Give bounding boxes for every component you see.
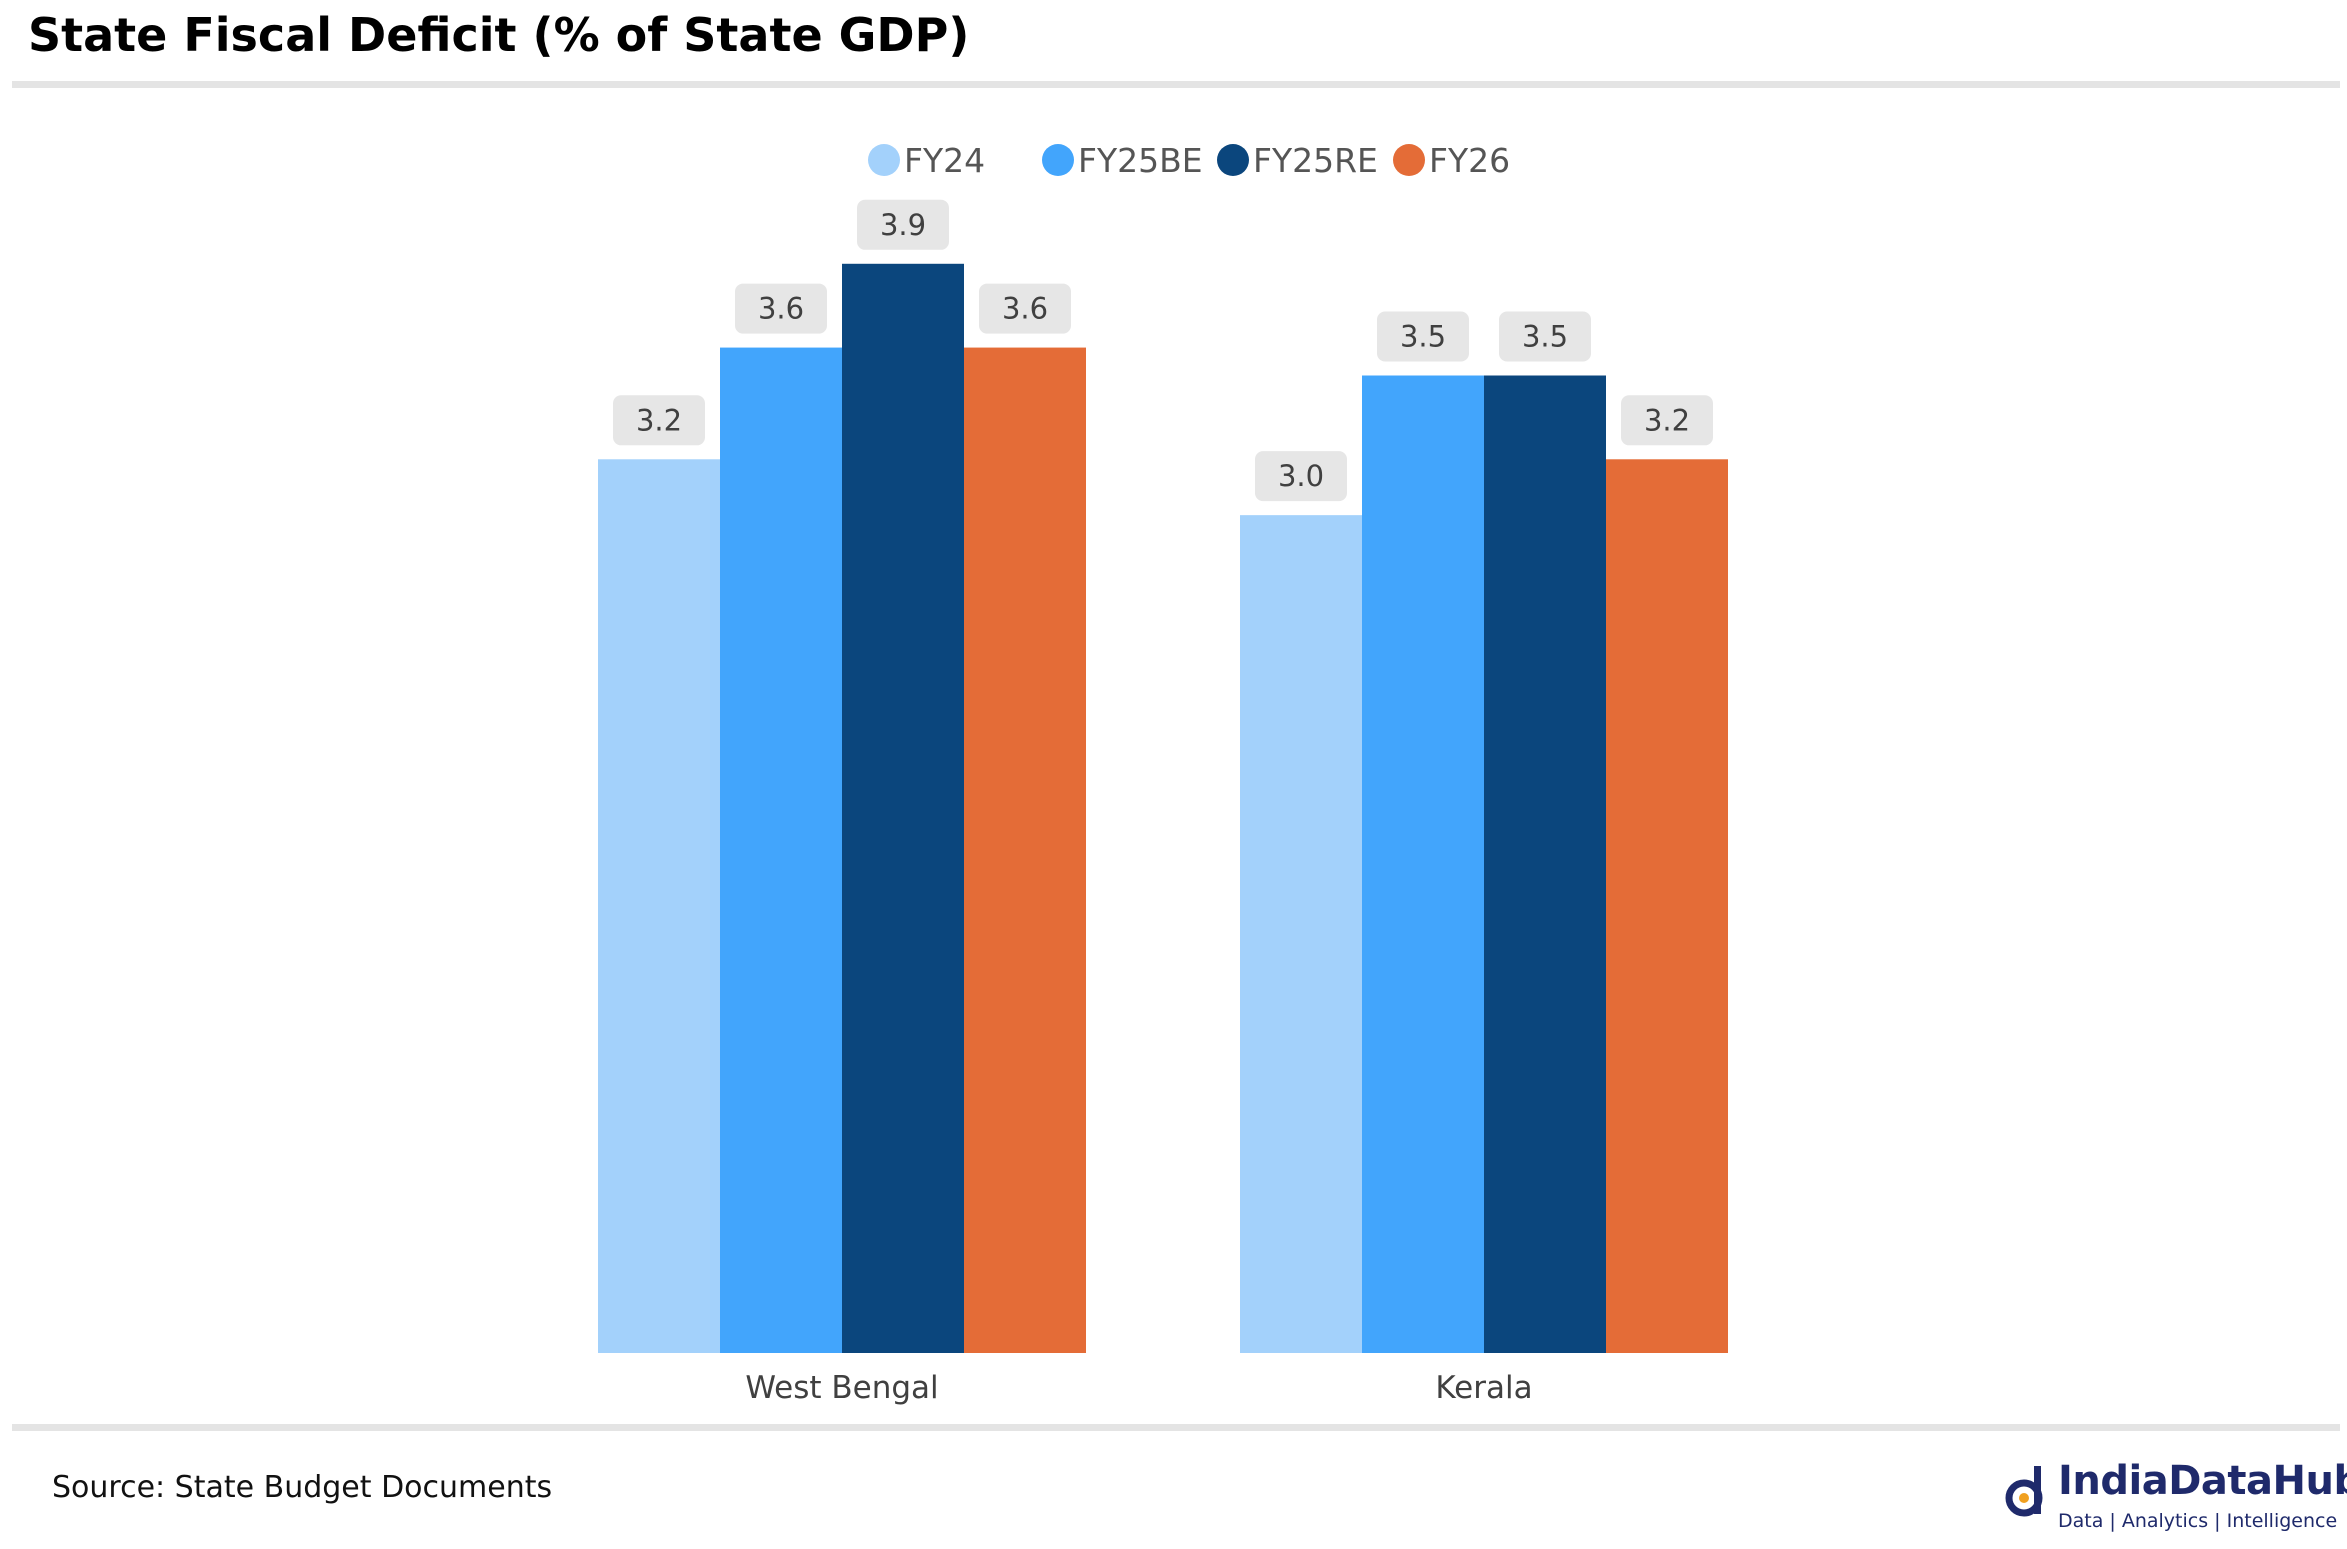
bar-west-bengal-fy24 <box>598 459 720 1353</box>
legend-label: FY24 <box>904 141 985 180</box>
source-note: Source: State Budget Documents <box>52 1470 553 1505</box>
legend-label: FY25RE <box>1253 141 1378 180</box>
bar-kerala-fy24 <box>1240 515 1362 1353</box>
data-label-west-bengal-fy24: 3.2 <box>613 395 705 446</box>
legend-swatch <box>1393 144 1425 176</box>
legend: FY24 FY25BE FY25RE FY26 <box>868 141 1510 180</box>
bars <box>598 263 1728 1354</box>
bar-west-bengal-fy26 <box>964 347 1086 1354</box>
legend-item-fy26: FY26 <box>1393 141 1510 180</box>
svg-text:3.6: 3.6 <box>758 292 804 326</box>
data-label-west-bengal-fy25re: 3.9 <box>857 199 949 250</box>
legend-label: FY25BE <box>1078 141 1203 180</box>
legend-swatch <box>1217 144 1249 176</box>
x-axis-ticks: West Bengal Kerala <box>745 1370 1532 1406</box>
legend-swatch <box>868 144 900 176</box>
data-label-west-bengal-fy25be: 3.6 <box>735 283 827 334</box>
data-label-kerala-fy25re: 3.5 <box>1499 311 1591 362</box>
data-label-kerala-fy24: 3.0 <box>1255 451 1347 502</box>
data-labels: 3.2 3.6 3.9 3.6 3.0 3.5 3.5 3.2 <box>613 199 1713 502</box>
svg-text:3.6: 3.6 <box>1002 292 1048 326</box>
x-tick-kerala: Kerala <box>1435 1370 1532 1406</box>
top-divider <box>12 81 2340 88</box>
legend-item-fy25be: FY25BE <box>1042 141 1203 180</box>
bar-kerala-fy25be <box>1362 375 1484 1353</box>
bar-kerala-fy26 <box>1606 459 1728 1353</box>
legend-label: FY26 <box>1429 141 1510 180</box>
brand-name: IndiaDataHub <box>2058 1458 2347 1504</box>
svg-text:3.2: 3.2 <box>636 403 682 437</box>
bar-west-bengal-fy25re <box>842 263 964 1354</box>
chart-title: State Fiscal Deficit (% of State GDP) <box>28 8 970 62</box>
svg-text:3.2: 3.2 <box>1644 403 1690 437</box>
svg-text:3.9: 3.9 <box>880 208 926 242</box>
brand-tagline: Data | Analytics | Intelligence <box>2058 1510 2338 1532</box>
bar-kerala-fy25re <box>1484 375 1606 1353</box>
svg-text:3.0: 3.0 <box>1278 459 1324 493</box>
bottom-divider <box>12 1424 2340 1431</box>
svg-text:3.5: 3.5 <box>1522 320 1568 354</box>
data-label-kerala-fy26: 3.2 <box>1621 395 1713 446</box>
data-label-kerala-fy25be: 3.5 <box>1377 311 1469 362</box>
bar-chart: FY24 FY25BE FY25RE FY26 3.23.63.93.63.03.5 3… <box>598 141 1728 1406</box>
data-label-west-bengal-fy26: 3.6 <box>979 283 1071 334</box>
svg-text:3.5: 3.5 <box>1400 320 1446 354</box>
brand-logo: IndiaDataHub Data | Analytics | Intellig… <box>2000 1458 2347 1538</box>
x-tick-west-bengal: West Bengal <box>745 1370 938 1406</box>
logo-mark-icon <box>2005 1466 2043 1517</box>
legend-item-fy24: FY24 <box>868 141 985 180</box>
legend-item-fy25re: FY25RE <box>1217 141 1378 180</box>
bar-west-bengal-fy25be <box>720 347 842 1354</box>
legend-swatch <box>1042 144 1074 176</box>
